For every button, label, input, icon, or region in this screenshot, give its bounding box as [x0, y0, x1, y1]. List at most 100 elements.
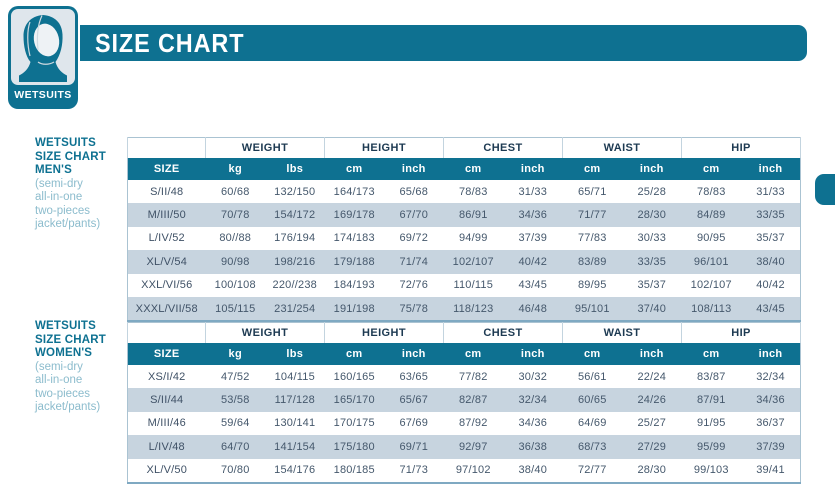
data-cell: 104/115 [274, 370, 315, 383]
size-cell: XXL/VI/56 [141, 279, 193, 292]
data-cell: 97/102 [455, 464, 491, 477]
data-cell: 28/30 [637, 464, 667, 477]
group-header-cell: CHEST [443, 137, 563, 158]
group-header-cell: WEIGHT [205, 322, 325, 343]
data-cell: 87/91 [696, 394, 726, 407]
data-cell: 46/48 [518, 302, 548, 315]
data-cell: 91/95 [696, 417, 726, 430]
data-cell: 78/83 [696, 185, 726, 198]
data-cell: 164/173 [333, 185, 375, 198]
group-header-cell: WEIGHT [205, 137, 325, 158]
size-column-header: SIZE [127, 158, 206, 180]
section-label-line: WETSUITS [35, 137, 97, 149]
data-cell: 174/183 [333, 232, 375, 245]
data-cell: 35/37 [637, 279, 667, 292]
data-cell: 34/36 [756, 394, 785, 407]
table-row: S/II/48 60/68 132/150 164/173 65/68 78/83 31/3… [128, 180, 801, 203]
data-cell: 31/33 [756, 185, 785, 198]
unit-header-cell: cm [562, 158, 622, 180]
group-header-cell: HEIGHT [324, 137, 444, 158]
page-title: SIZE CHART [95, 27, 245, 58]
table-row: XL/V/50 70/80 154/176 180/185 71/73 97/102 38/… [128, 459, 801, 483]
data-cell: 31/33 [518, 185, 548, 198]
section-label-line: MEN'S [35, 164, 72, 176]
data-cell: 59/64 [220, 417, 250, 430]
data-cell: 87/92 [458, 417, 488, 430]
size-cell: XXXL/VII/58 [135, 302, 198, 315]
section-sublabel-line: all-in-one [35, 374, 83, 386]
title-bar: SIZE CHART [78, 25, 807, 61]
size-cell: XS/I/42 [148, 370, 186, 383]
unit-header-cell: cm [324, 343, 384, 365]
data-cell: 95/99 [696, 440, 726, 453]
mens-size-table: WEIGHT HEIGHT CHEST WAIST HIP SIZE kg lbs cm inch… [127, 137, 801, 323]
data-cell: 70/80 [220, 464, 250, 477]
data-cell: 38/40 [518, 464, 548, 477]
data-cell: 198/216 [274, 255, 316, 268]
data-cell: 69/71 [399, 440, 429, 453]
data-cell: 65/68 [399, 185, 429, 198]
data-cell: 40/42 [518, 255, 548, 268]
data-cell: 141/154 [274, 440, 316, 453]
size-cell: XL/V/50 [146, 464, 188, 477]
data-cell: 60/68 [220, 185, 250, 198]
data-cell: 37/39 [518, 232, 548, 245]
data-cell: 118/123 [453, 302, 494, 315]
data-cell: 35/37 [756, 232, 785, 245]
data-cell: 75/78 [399, 302, 429, 315]
unit-header-cell: inch [622, 158, 682, 180]
data-cell: 165/170 [333, 394, 375, 407]
group-header-cell: WAIST [562, 137, 682, 158]
unit-header-cell: cm [443, 343, 503, 365]
section-sublabel-line: two-pieces [35, 204, 90, 217]
section-label-line: WETSUITS [35, 320, 97, 332]
unit-header-cell: kg [205, 343, 265, 365]
data-cell: 27/29 [637, 440, 667, 453]
data-cell: 32/34 [518, 394, 548, 407]
section-sublabel-line: jacket/pants) [35, 401, 101, 413]
unit-header-cell: inch [384, 158, 444, 180]
data-cell: 72/77 [577, 464, 607, 477]
table-row: M/III/50 70/78 154/172 169/178 67/70 86/91 34/… [127, 203, 801, 227]
unit-header-cell: lbs [265, 343, 325, 365]
data-cell: 83/89 [577, 255, 607, 268]
table-row: XXXL/VII/58 105/115 231/254 191/198 75/78 118… [127, 296, 801, 322]
side-tab [815, 174, 835, 205]
data-cell: 33/35 [637, 255, 667, 268]
data-cell: 53/58 [220, 394, 250, 407]
data-cell: 95/101 [574, 302, 610, 315]
data-cell: 108/113 [691, 302, 732, 315]
data-cell: 184/193 [333, 279, 375, 292]
data-cell: 30/33 [637, 232, 667, 245]
data-cell: 36/38 [518, 440, 548, 453]
size-cell: L/IV/52 [148, 232, 185, 245]
unit-header-cell: inch [741, 343, 801, 365]
unit-header-cell: cm [562, 343, 622, 365]
data-cell: 25/28 [637, 185, 667, 198]
section-label-line: SIZE CHART [35, 150, 106, 163]
data-cell: 117/128 [274, 394, 315, 407]
group-header-cell: HEIGHT [324, 322, 444, 343]
unit-header-cell: cm [324, 158, 384, 180]
section-label-line: WOMEN'S [35, 347, 93, 359]
data-cell: 94/99 [458, 232, 488, 245]
section-sublabel-line: jacket/pants) [35, 218, 101, 230]
data-cell: 179/188 [333, 255, 375, 268]
data-cell: 47/52 [220, 370, 250, 383]
data-cell: 220//238 [272, 279, 317, 292]
data-cell: 110/115 [453, 279, 494, 292]
data-cell: 80//88 [219, 232, 252, 245]
section-label-line: SIZE CHART [35, 333, 106, 346]
data-cell: 154/176 [274, 464, 316, 477]
data-cell: 28/30 [637, 209, 667, 222]
data-cell: 78/83 [458, 185, 488, 198]
data-cell: 191/198 [333, 302, 375, 315]
unit-header-cell: lbs [265, 158, 325, 180]
data-cell: 82/87 [458, 394, 488, 407]
group-header-cell: HIP [681, 137, 801, 158]
size-cell: L/IV/48 [148, 440, 185, 453]
data-cell: 64/70 [220, 440, 250, 453]
data-cell: 34/36 [518, 209, 548, 222]
data-cell: 100/108 [214, 279, 256, 292]
data-cell: 33/35 [756, 209, 785, 222]
